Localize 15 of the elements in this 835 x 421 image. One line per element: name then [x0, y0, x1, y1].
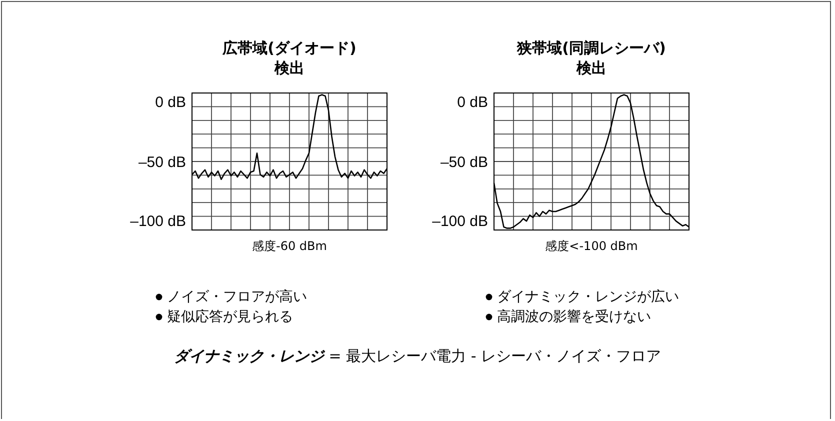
text: 高調波の影響を受けない — [497, 308, 651, 327]
y-tick-label: –100 dB — [130, 213, 186, 232]
text: ダイナミック・レンジが広い — [497, 288, 679, 307]
x-axis-title: 感度-60 dBm — [251, 238, 328, 254]
y-tick-label: 0 dB — [155, 94, 186, 112]
chart-title: 狭帯域(同調レシーバ)検出 — [516, 38, 667, 78]
y-tick-label: 0 dB — [457, 94, 488, 112]
y-tick-label: –50 dB — [440, 154, 488, 172]
chart-title: 広帯域(ダイオード)検出 — [221, 38, 358, 78]
text: ダイナミック・レンジ = 最大レシーバ電力 - レシーバ・ノイズ・フロア — [172, 346, 662, 366]
x-axis-title: 感度<-100 dBm — [544, 238, 639, 254]
y-tick-label: –100 dB — [432, 213, 488, 232]
y-tick-label: –50 dB — [138, 154, 186, 172]
text: 疑似応答が見られる — [167, 308, 293, 327]
text: ノイズ・フロアが高い — [167, 288, 307, 307]
